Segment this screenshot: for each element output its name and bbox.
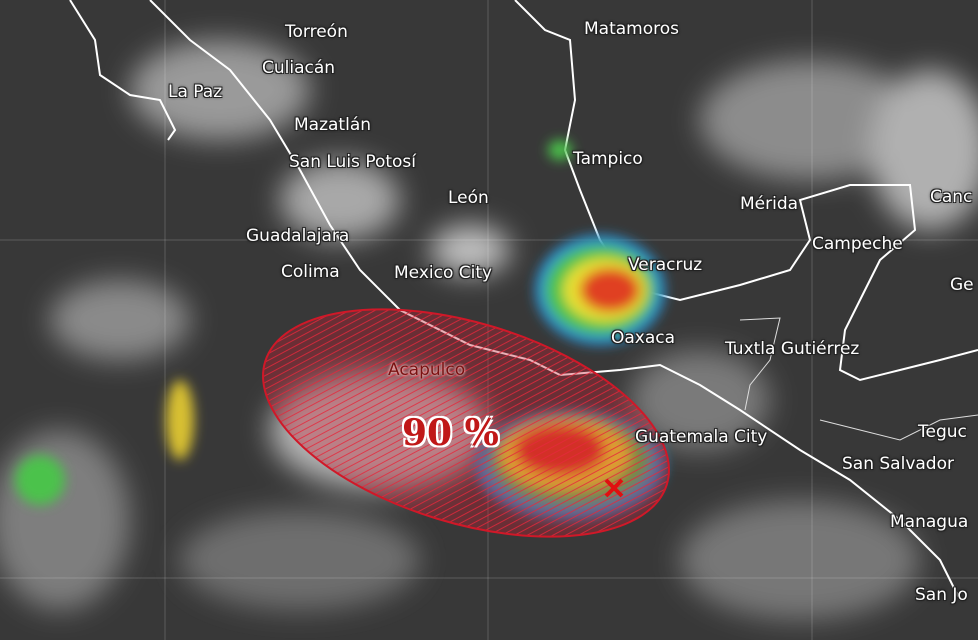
city-label: La Paz [168,82,223,102]
city-label: Acapulco [388,360,466,380]
city-label: Tampico [573,149,643,169]
storm-cell [548,140,572,160]
city-label: Teguc [918,422,967,442]
border [739,317,781,411]
city-label: Guadalajara [246,226,350,246]
cloud [680,500,920,620]
city-label: León [448,188,489,208]
city-label: Colima [281,262,340,282]
city-label: Oaxaca [611,328,676,348]
storm-cell [580,268,640,312]
cloud [700,60,920,180]
city-label: Tuxtla Gutiérrez [725,339,860,359]
city-label: Managua [890,512,969,532]
city-label: Torreón [285,22,348,42]
marker-stroke [604,478,624,498]
city-label: Ge [950,275,974,295]
city-label: San Salvador [842,454,954,474]
coastline [69,0,177,141]
city-label: Mazatlán [294,115,372,135]
city-label: Mexico City [394,263,493,283]
city-label: Culiacán [262,58,336,78]
storm-cell [15,455,65,505]
city-label: San Jo [915,585,968,605]
storm-cell [166,380,194,460]
cloud [180,510,420,610]
city-label: Canc [930,187,973,207]
city-label: Mérida [740,194,799,214]
city-label: Guatemala City [635,427,768,447]
center-marker [604,478,624,498]
cloud [870,70,978,230]
cloud [630,350,770,450]
cloud [280,160,400,240]
border [819,414,978,441]
city-label: San Luis Potosí [289,152,417,172]
city-label: Veracruz [628,255,703,275]
probability-label: 90 % [402,412,499,454]
city-label: Matamoros [584,19,680,39]
cloud [50,280,190,360]
city-label: Campeche [812,234,903,254]
outlook-area [262,308,670,538]
cloud [430,225,510,275]
